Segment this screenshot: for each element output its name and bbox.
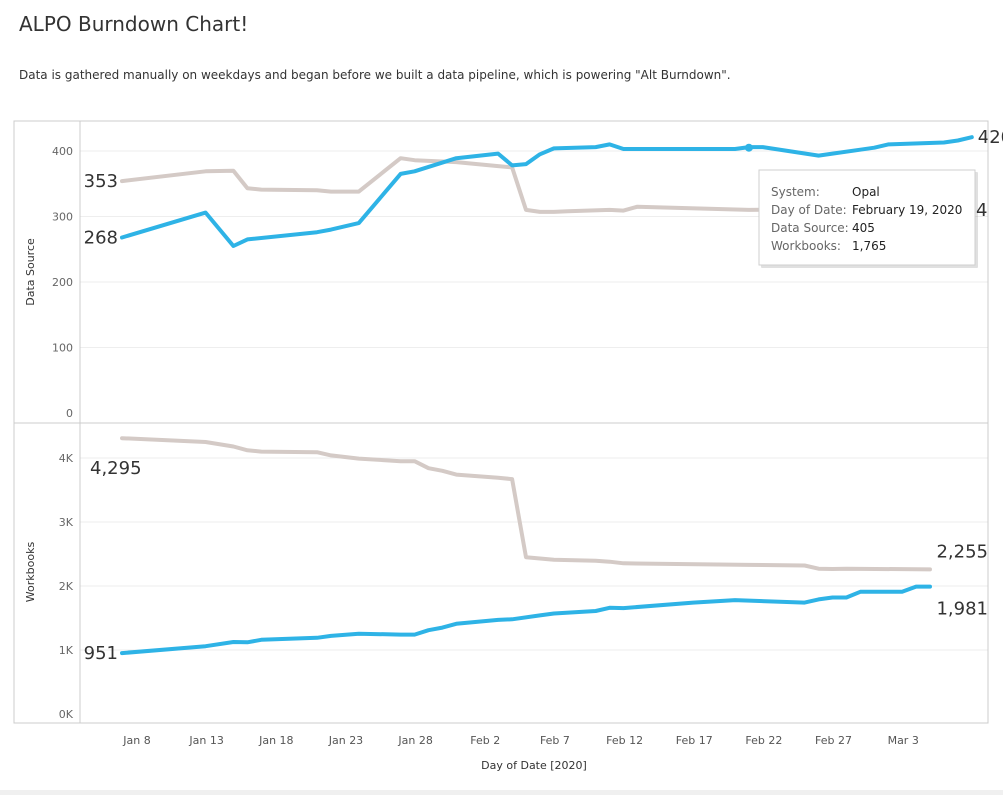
series-line-opal[interactable] (120, 584, 932, 656)
x-tick-label: Feb 22 (745, 734, 782, 747)
y-tick-label: 2K (59, 580, 74, 593)
outer-frame (13, 120, 989, 724)
y-tick-label: 1K (59, 644, 74, 657)
bottom-divider (0, 790, 1003, 795)
series-end-label: 420 (978, 127, 1003, 148)
tooltip-label: Day of Date: (771, 203, 847, 217)
series-start-label: 951 (84, 643, 118, 664)
series-line-other[interactable] (120, 436, 932, 572)
workbooks-pane: 0K 1K 2K 3K 4K Workbooks 951 1,981 4,295 2,255 (24, 436, 988, 721)
page-subtitle: Data is gathered manually on weekdays an… (19, 68, 731, 82)
x-tick-label: Mar 3 (888, 734, 919, 747)
series-line-opal[interactable] (120, 135, 974, 248)
x-axis: Jan 8 Jan 13 Jan 18 Jan 23 Jan 28 Feb 2 Feb 7 F… (122, 734, 919, 772)
series-start-label: 268 (84, 227, 118, 248)
y-tick-label: 400 (52, 145, 73, 158)
tooltip: System: Opal Day of Date: February 19, 2020… (758, 169, 978, 268)
x-tick-label: Jan 18 (258, 734, 293, 747)
y-tick-label: 100 (52, 342, 73, 355)
tooltip-value: Opal (852, 185, 880, 199)
y-tick-label: 200 (52, 276, 73, 289)
series-start-label: 4,295 (90, 458, 142, 479)
y-tick-label: 300 (52, 211, 73, 224)
tooltip-value: February 19, 2020 (852, 203, 962, 217)
y-axis-title: Workbooks (24, 542, 37, 603)
page-title: ALPO Burndown Chart! (19, 12, 249, 36)
tooltip-value: 1,765 (852, 239, 886, 253)
series-end-label-partial: 4 (976, 200, 987, 221)
x-tick-label: Jan 13 (188, 734, 223, 747)
tooltip-label: System: (771, 185, 820, 199)
x-axis-title: Day of Date [2020] (481, 759, 587, 772)
chart-frame (13, 120, 989, 724)
x-tick-label: Feb 27 (815, 734, 852, 747)
x-tick-label: Feb 17 (676, 734, 713, 747)
series-end-label: 1,981 (936, 599, 988, 620)
x-tick-label: Feb 2 (470, 734, 500, 747)
x-tick-label: Jan 23 (328, 734, 363, 747)
tooltip-box (758, 169, 976, 266)
x-tick-label: Feb 12 (606, 734, 643, 747)
x-tick-label: Jan 28 (397, 734, 432, 747)
y-tick-label: 4K (59, 452, 74, 465)
series-line-other[interactable] (120, 156, 974, 214)
tooltip-label: Workbooks: (771, 239, 841, 253)
y-tick-label: 0K (59, 708, 74, 721)
tooltip-label: Data Source: (771, 221, 849, 235)
tooltip-value: 405 (852, 221, 875, 235)
series-end-label: 2,255 (936, 541, 988, 562)
y-axis-title: Data Source (24, 238, 37, 306)
x-tick-label: Jan 8 (122, 734, 150, 747)
series-start-label: 353 (84, 171, 118, 192)
y-tick-label: 0 (66, 407, 73, 420)
x-tick-label: Feb 7 (540, 734, 570, 747)
highlight-point[interactable] (744, 143, 753, 152)
y-tick-label: 3K (59, 516, 74, 529)
